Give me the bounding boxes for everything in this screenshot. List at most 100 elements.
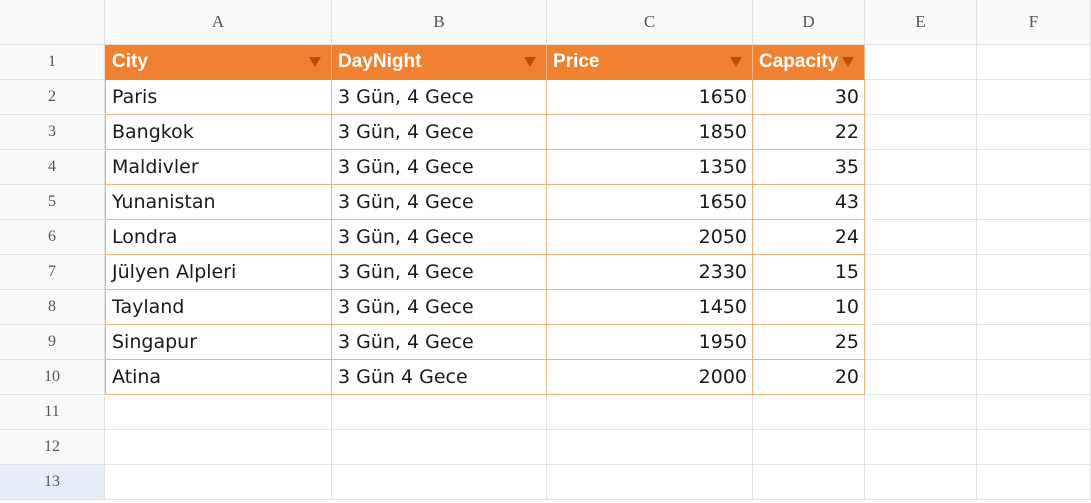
cell-daynight[interactable]: 3 Gün, 4 Gece [332,220,547,255]
cell-d11[interactable] [753,395,865,430]
column-header-d[interactable]: D [753,0,865,45]
cell-capacity[interactable]: 35 [753,150,865,185]
cell-city[interactable]: Jülyen Alpleri [105,255,332,290]
cell-e5[interactable] [865,185,977,220]
cell-city[interactable]: Tayland [105,290,332,325]
column-header-c[interactable]: C [547,0,753,45]
cell-c13[interactable] [547,465,753,500]
cell-capacity[interactable]: 10 [753,290,865,325]
column-header-b[interactable]: B [332,0,547,45]
cell-f11[interactable] [977,395,1091,430]
cell-f9[interactable] [977,325,1091,360]
cell-city[interactable]: Bangkok [105,115,332,150]
row-header-11[interactable]: 11 [0,395,105,430]
row-header-2[interactable]: 2 [0,80,105,115]
cell-city[interactable]: Londra [105,220,332,255]
cell-f2[interactable] [977,80,1091,115]
cell-f3[interactable] [977,115,1091,150]
cell-capacity[interactable]: 25 [753,325,865,360]
cell-e7[interactable] [865,255,977,290]
cell-f13[interactable] [977,465,1091,500]
cell-f4[interactable] [977,150,1091,185]
table-header-capacity[interactable]: Capacity [753,45,865,80]
row-header-13[interactable]: 13 [0,465,105,500]
cell-capacity[interactable]: 30 [753,80,865,115]
cell-c11[interactable] [547,395,753,430]
cell-f12[interactable] [977,430,1091,465]
cell-price[interactable]: 1650 [547,185,753,220]
cell-f8[interactable] [977,290,1091,325]
row-header-7[interactable]: 7 [0,255,105,290]
cell-a13[interactable] [105,465,332,500]
cell-daynight[interactable]: 3 Gün, 4 Gece [332,325,547,360]
cell-daynight[interactable]: 3 Gün, 4 Gece [332,185,547,220]
cell-c12[interactable] [547,430,753,465]
column-header-a[interactable]: A [105,0,332,45]
row-header-12[interactable]: 12 [0,430,105,465]
cell-a11[interactable] [105,395,332,430]
cell-capacity[interactable]: 24 [753,220,865,255]
cell-e9[interactable] [865,325,977,360]
cell-capacity[interactable]: 22 [753,115,865,150]
cell-city[interactable]: Singapur [105,325,332,360]
select-all-corner[interactable] [0,0,105,45]
row-header-9[interactable]: 9 [0,325,105,360]
cell-f5[interactable] [977,185,1091,220]
filter-dropdown-icon[interactable] [730,57,742,67]
cell-price[interactable]: 1850 [547,115,753,150]
filter-dropdown-icon[interactable] [309,57,321,67]
cell-b11[interactable] [332,395,547,430]
row-header-5[interactable]: 5 [0,185,105,220]
cell-e11[interactable] [865,395,977,430]
cell-capacity[interactable]: 20 [753,360,865,395]
cell-a12[interactable] [105,430,332,465]
cell-city[interactable]: Atina [105,360,332,395]
row-header-3[interactable]: 3 [0,115,105,150]
cell-capacity[interactable]: 43 [753,185,865,220]
cell-daynight[interactable]: 3 Gün, 4 Gece [332,255,547,290]
row-header-1[interactable]: 1 [0,45,105,80]
cell-price[interactable]: 1650 [547,80,753,115]
cell-e13[interactable] [865,465,977,500]
table-header-city[interactable]: City [105,45,332,80]
cell-daynight[interactable]: 3 Gün, 4 Gece [332,150,547,185]
column-header-e[interactable]: E [865,0,977,45]
cell-d13[interactable] [753,465,865,500]
row-header-4[interactable]: 4 [0,150,105,185]
cell-e1[interactable] [865,45,977,80]
cell-capacity[interactable]: 15 [753,255,865,290]
cell-daynight[interactable]: 3 Gün 4 Gece [332,360,547,395]
cell-price[interactable]: 1450 [547,290,753,325]
column-header-f[interactable]: F [977,0,1091,45]
cell-f1[interactable] [977,45,1091,80]
cell-price[interactable]: 1950 [547,325,753,360]
row-header-10[interactable]: 10 [0,360,105,395]
cell-f7[interactable] [977,255,1091,290]
cell-daynight[interactable]: 3 Gün, 4 Gece [332,290,547,325]
cell-d12[interactable] [753,430,865,465]
table-header-daynight[interactable]: DayNight [332,45,547,80]
cell-e8[interactable] [865,290,977,325]
table-header-price[interactable]: Price [547,45,753,80]
cell-price[interactable]: 1350 [547,150,753,185]
cell-city[interactable]: Maldivler [105,150,332,185]
cell-e12[interactable] [865,430,977,465]
cell-price[interactable]: 2050 [547,220,753,255]
cell-e3[interactable] [865,115,977,150]
cell-f10[interactable] [977,360,1091,395]
cell-daynight[interactable]: 3 Gün, 4 Gece [332,115,547,150]
cell-daynight[interactable]: 3 Gün, 4 Gece [332,80,547,115]
cell-b13[interactable] [332,465,547,500]
cell-e2[interactable] [865,80,977,115]
cell-e4[interactable] [865,150,977,185]
row-header-8[interactable]: 8 [0,290,105,325]
cell-price[interactable]: 2330 [547,255,753,290]
cell-city[interactable]: Yunanistan [105,185,332,220]
filter-dropdown-icon[interactable] [842,57,854,67]
row-header-6[interactable]: 6 [0,220,105,255]
cell-e6[interactable] [865,220,977,255]
cell-b12[interactable] [332,430,547,465]
cell-price[interactable]: 2000 [547,360,753,395]
filter-dropdown-icon[interactable] [524,57,536,67]
cell-city[interactable]: Paris [105,80,332,115]
